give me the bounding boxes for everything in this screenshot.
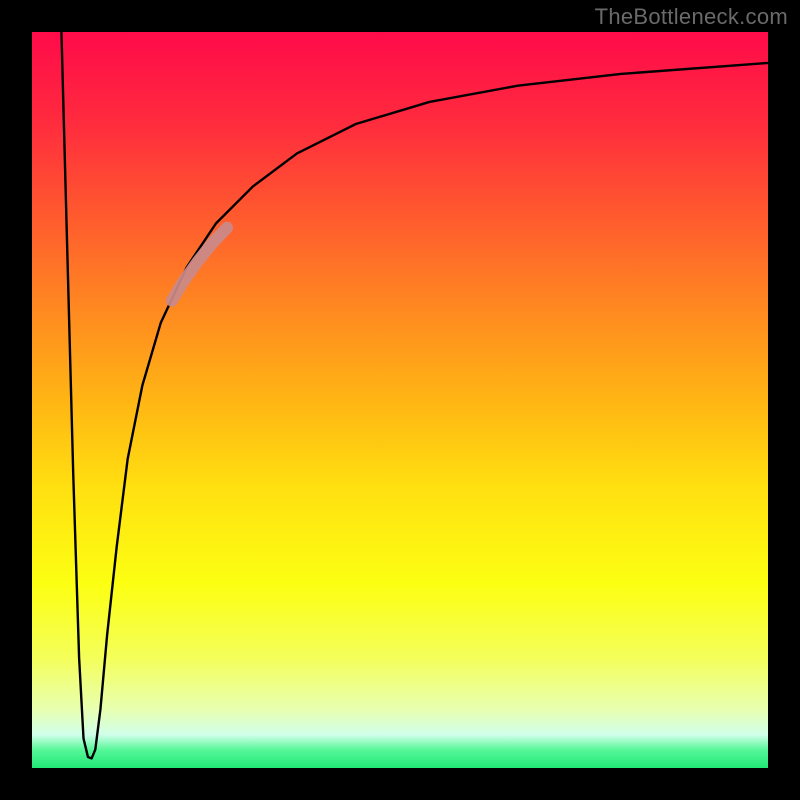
chart-frame — [32, 32, 768, 768]
watermark-label: TheBottleneck.com — [595, 4, 788, 30]
bottleneck-chart — [32, 32, 768, 768]
chart-background — [32, 32, 768, 768]
